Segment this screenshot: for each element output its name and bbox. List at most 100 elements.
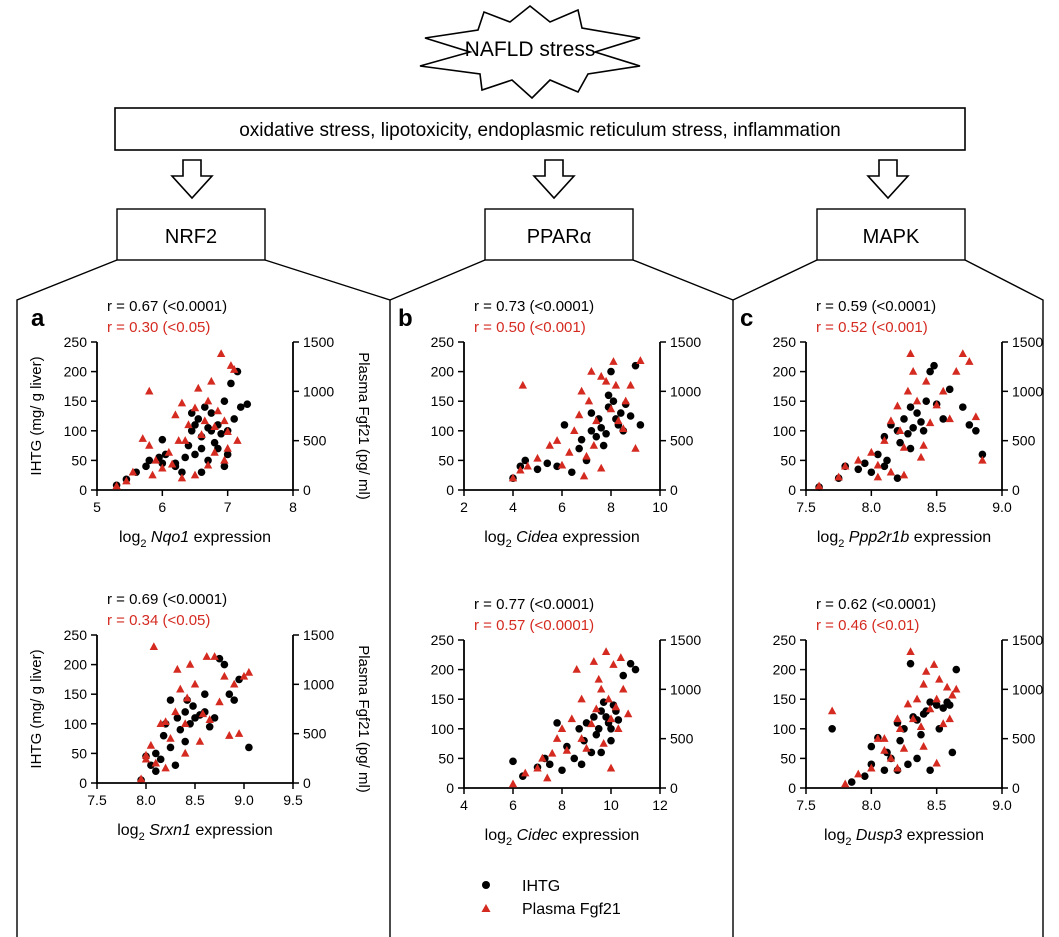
ihtg-point [201,690,209,698]
x-axis-label: log2 Dusp3 expression [824,827,984,848]
fgf21-point [619,424,628,433]
fgf21-point [146,740,156,749]
fgf21-point [141,754,151,763]
x-tick-label: 9.5 [283,792,303,808]
fgf21-point [167,459,177,468]
ihtg-point [917,730,925,739]
fgf21-point [141,750,151,759]
ihtg-point [619,671,628,680]
ihtg-point [594,725,603,733]
fgf21-point [239,671,249,680]
x-tick-label: 6 [158,499,166,515]
ihtg-point [158,435,167,444]
fgf21-point [562,745,572,754]
ihtg-point [558,766,566,775]
fgf21-point [886,753,896,762]
fgf21-point [912,396,922,405]
fgf21-point [181,436,190,444]
fgf21-point [908,714,918,723]
ihtg-point [592,432,601,441]
y-axis-label-left: IHTG (mg/ g liver) [28,356,45,475]
ihtg-point [582,719,591,727]
ihtg-point [220,462,229,471]
fgf21-point [182,693,192,702]
down-arrow-icon [532,159,576,200]
ihtg-point [187,427,196,435]
fgf21-point [948,690,957,699]
fgf21-point [636,356,645,364]
fgf21-point [867,763,876,772]
fgf21-point [518,380,527,389]
ihtg-point [883,456,891,465]
fgf21-point [893,763,902,772]
fgf21-point [594,674,603,683]
y-tick-label-right: 500 [1012,731,1036,747]
ihtg-point [904,429,912,438]
fgf21-point [570,426,579,434]
ihtg-point [867,742,876,751]
fgf21-point [158,463,167,472]
y-tick-label-left: 50 [780,452,796,468]
fgf21-point [205,715,214,724]
ihtg-point [509,757,517,766]
y-tick-label-left: 150 [431,691,455,707]
fgf21-point [919,441,928,449]
ihtg-point [861,772,869,780]
fgf21-point [136,774,146,783]
ihtg-point [158,459,167,468]
y-tick-label-right: 0 [670,780,678,796]
ihtg-point [197,468,206,477]
ihtg-point [952,665,961,674]
ihtg-point [604,391,613,400]
pathway-box-nrf2: NRF2 [116,208,266,261]
x-tick-label: 2 [460,499,468,515]
fgf21-point [841,779,850,788]
fgf21-point [151,758,160,767]
fgf21-point [185,660,195,668]
ihtg-point [880,766,889,775]
ihtg-point [545,760,554,769]
fgf21-point [834,472,843,481]
y-tick-label-left: 100 [64,716,88,732]
fgf21-point [234,729,244,737]
fgf21-point [873,472,883,481]
ihtg-point [210,714,219,722]
y-tick-label-left: 150 [64,686,88,702]
fgf21-point [220,416,229,425]
panel-letter: c [740,305,753,332]
fgf21-point [589,657,599,665]
fgf21-point [952,367,961,375]
ihtg-point [220,660,229,669]
x-tick-label: 6 [509,797,517,813]
y-tick-label-right: 0 [303,482,311,498]
stat-fgf21: r = 0.57 (<0.0001) [474,617,594,634]
column-frame-nrf2 [16,259,118,937]
fgf21-point [223,443,232,452]
ihtg-point [978,450,987,459]
fgf21-point [912,694,922,703]
ihtg-point [217,429,225,438]
fgf21-point [533,763,542,772]
y-tick-label-right: 1000 [1012,383,1043,399]
fgf21-point [880,436,889,444]
fgf21-point [599,739,608,747]
ihtg-point [166,696,175,704]
ihtg-point [197,444,206,453]
fgf21-point [604,694,613,703]
fgf21-point [597,371,606,380]
fgf21-point [577,694,586,703]
x-axis-label: log2 Cidec expression [485,827,640,848]
fgf21-point [195,736,205,745]
ihtg-point [225,690,234,698]
x-axis-label: log2 Srxn1 expression [117,822,273,843]
stress-box-label: oxidative stress, lipotoxicity, endoplas… [239,120,841,141]
pathway-label: MAPK [863,226,920,248]
y-tick-label-right: 1500 [670,334,701,350]
ihtg-point [568,468,576,477]
column-frame-mapk [964,259,1044,937]
y-tick-label-right: 1500 [303,334,334,350]
fgf21-point [623,709,633,718]
ihtg-point [913,754,921,763]
